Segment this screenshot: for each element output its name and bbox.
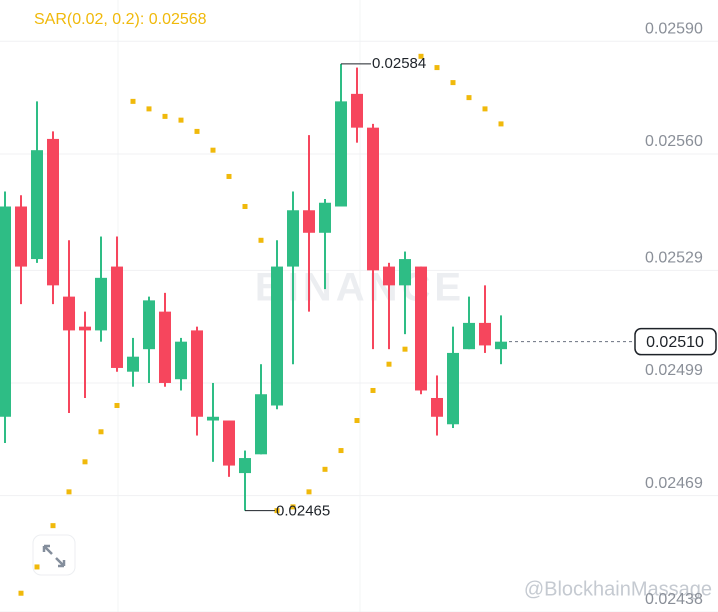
candle-body <box>31 150 43 260</box>
candle-body <box>415 266 427 391</box>
sar-dot <box>434 65 440 71</box>
sar-dot <box>130 98 136 104</box>
candle-body <box>431 397 443 417</box>
sar-dot <box>338 448 344 454</box>
candle-body <box>271 266 283 406</box>
y-tick-label: 0.02560 <box>645 133 703 150</box>
sar-dot <box>178 117 184 123</box>
sar-dot <box>242 204 248 210</box>
candle-body <box>479 322 491 346</box>
sar-dot <box>162 113 168 119</box>
candle-body <box>319 202 331 233</box>
y-tick-label: 0.02590 <box>645 21 703 38</box>
candle-body <box>159 311 171 383</box>
watermark: BINANCE <box>255 266 465 310</box>
sar-dot <box>418 53 424 59</box>
sar-dot <box>466 95 472 101</box>
sar-dot <box>370 387 376 393</box>
candle-body <box>383 266 395 286</box>
candle-body <box>447 352 459 425</box>
sar-dot <box>290 504 296 510</box>
sar-dot <box>226 173 232 179</box>
sar-dot <box>34 564 40 570</box>
low-annotation: 0.02465 <box>276 503 330 520</box>
sar-dot <box>98 429 104 435</box>
candle-body <box>111 266 123 368</box>
indicator-label: SAR(0.02, 0.2): 0.02568 <box>34 11 207 28</box>
sar-dot <box>482 106 488 112</box>
sar-dot <box>50 523 56 529</box>
candle-body <box>399 259 411 286</box>
sar-dot <box>306 489 312 495</box>
sar-dot <box>18 590 24 596</box>
candle-body <box>0 206 11 417</box>
candle-body <box>79 326 91 331</box>
expand-button[interactable] <box>32 534 76 576</box>
y-tick-label: 0.02469 <box>645 475 703 492</box>
price-box <box>634 327 717 356</box>
candle-body <box>127 356 139 372</box>
y-tick-label: 0.02438 <box>645 591 703 608</box>
sar-dot <box>386 361 392 367</box>
candle-body <box>207 416 219 421</box>
sar-dot <box>450 80 456 86</box>
candle-body <box>95 277 107 331</box>
sar-dot <box>194 128 200 134</box>
price-label: 0.02510 <box>646 334 704 351</box>
candle-body <box>351 93 363 128</box>
high-annotation: 0.02584 <box>372 55 426 72</box>
candle-body <box>239 458 251 474</box>
candle-body <box>143 300 155 350</box>
sar-dot <box>82 459 88 465</box>
sar-dot <box>66 489 72 495</box>
candle-body <box>191 330 203 417</box>
sar-dot <box>146 106 152 112</box>
y-tick-label: 0.02529 <box>645 250 703 267</box>
candle-body <box>303 210 315 233</box>
credit: @BlockhainMassage <box>524 578 712 600</box>
sar-dot <box>114 402 120 408</box>
candle-body <box>175 341 187 380</box>
candle-body <box>287 210 299 267</box>
candle-body <box>15 206 27 267</box>
candle-body <box>463 322 475 350</box>
candle-body <box>495 341 507 350</box>
y-tick-label: 0.02499 <box>645 362 703 379</box>
candle-body <box>47 138 59 286</box>
sar-dot <box>498 121 504 127</box>
candle-body <box>63 296 75 331</box>
candle-body <box>367 127 379 271</box>
sar-dot <box>274 508 280 514</box>
candle-body <box>223 420 235 466</box>
sar-dot <box>402 346 408 352</box>
candle-body <box>335 101 347 207</box>
sar-dot <box>354 418 360 424</box>
sar-dot <box>210 147 216 153</box>
candle-body <box>255 394 267 455</box>
sar-dot <box>322 466 328 472</box>
sar-dot <box>258 237 264 243</box>
